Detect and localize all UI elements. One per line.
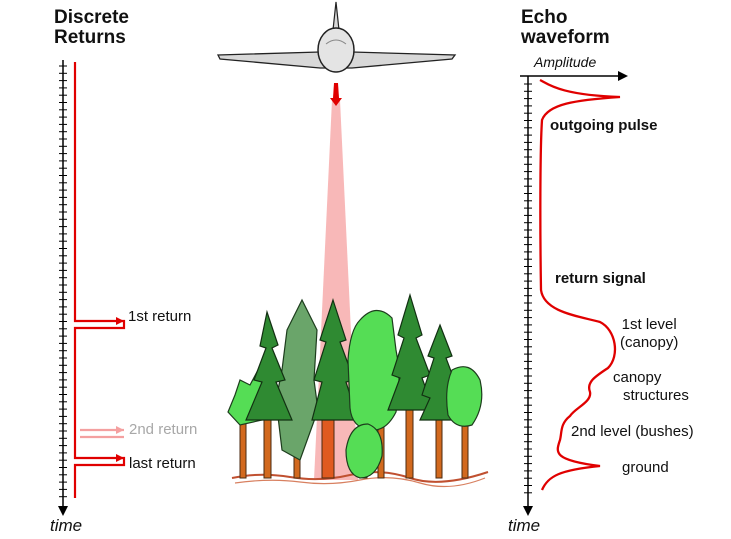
discrete-return-signal — [73, 62, 126, 498]
discrete-time-label: time — [50, 516, 83, 535]
outgoing-pulse-label: outgoing pulse — [550, 117, 658, 134]
waveform-title-line1: Echo — [521, 7, 568, 28]
second-return-label: 2nd return — [129, 421, 198, 438]
waveform-axes — [520, 71, 628, 516]
airplane-icon — [216, 1, 457, 73]
canopy-structures-label: canopy structures — [613, 369, 689, 405]
first-level-line2: (canopy) — [620, 334, 679, 351]
waveform-title: Echo waveform — [521, 8, 610, 48]
discrete-time-axis — [58, 60, 68, 516]
discrete-title-line1: Discrete — [54, 7, 129, 28]
first-level-label: 1st level (canopy) — [620, 316, 678, 352]
amplitude-label: Amplitude — [534, 54, 597, 70]
first-return-label: 1st return — [128, 308, 192, 325]
last-return-label: last return — [129, 455, 196, 472]
canopy-structures-line2: structures — [623, 387, 689, 404]
waveform-time-label: time — [508, 516, 541, 535]
first-level-line1: 1st level — [621, 316, 677, 333]
ground-label: ground — [622, 459, 669, 476]
return-signal-label: return signal — [555, 270, 646, 287]
waveform-title-line2: waveform — [521, 27, 610, 48]
second-level-label: 2nd level (bushes) — [571, 423, 694, 440]
discrete-title-line2: Returns — [54, 27, 126, 48]
discrete-title: Discrete Returns — [54, 8, 129, 48]
canopy-structures-line1: canopy — [613, 369, 662, 386]
echo-waveform — [539, 78, 621, 491]
forest-illustration — [227, 292, 489, 488]
